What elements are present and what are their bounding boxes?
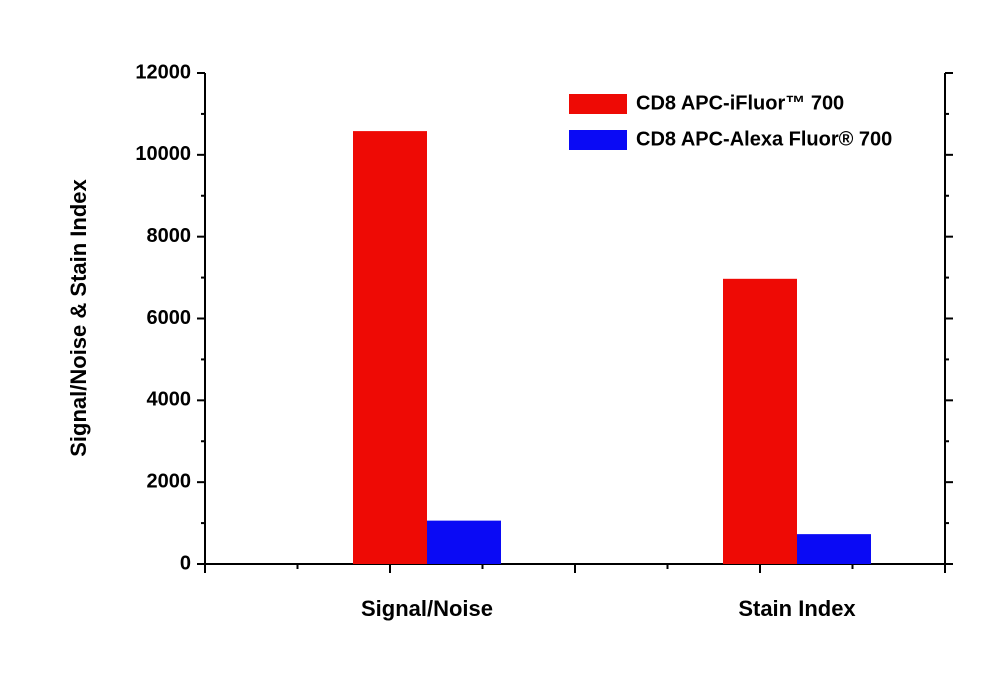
y-axis-label: Signal/Noise & Stain Index bbox=[66, 178, 91, 456]
legend-swatch bbox=[569, 130, 627, 150]
bar bbox=[353, 131, 427, 564]
y-tick-label: 10000 bbox=[135, 143, 191, 165]
x-tick-label: Signal/Noise bbox=[361, 596, 493, 621]
legend-label: CD8 APC-Alexa Fluor® 700 bbox=[636, 128, 892, 150]
bar bbox=[427, 520, 501, 564]
y-tick-label: 8000 bbox=[147, 225, 192, 247]
y-tick-label: 0 bbox=[180, 552, 191, 574]
y-tick-label: 4000 bbox=[147, 389, 192, 411]
bar bbox=[797, 534, 871, 564]
x-tick-label: Stain Index bbox=[738, 596, 856, 621]
y-tick-label: 2000 bbox=[147, 470, 192, 492]
y-tick-label: 6000 bbox=[147, 307, 192, 329]
y-tick-label: 12000 bbox=[135, 61, 191, 83]
legend-swatch bbox=[569, 94, 627, 114]
legend-label: CD8 APC-iFluor™ 700 bbox=[636, 92, 844, 114]
bar bbox=[723, 278, 797, 564]
